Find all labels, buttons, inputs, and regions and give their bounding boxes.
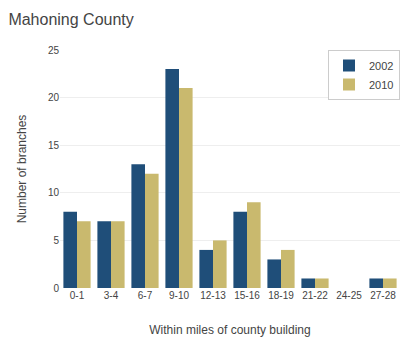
svg-text:3-4: 3-4 [104,290,119,301]
svg-text:20: 20 [48,92,60,103]
svg-text:10: 10 [48,187,60,198]
svg-text:18-19: 18-19 [268,290,294,301]
svg-text:27-28: 27-28 [370,290,396,301]
svg-text:24-25: 24-25 [336,290,362,301]
svg-text:5: 5 [53,235,59,246]
svg-text:12-13: 12-13 [200,290,226,301]
svg-text:25: 25 [48,45,60,56]
svg-text:2002: 2002 [369,60,393,72]
svg-text:Number of branches: Number of branches [15,115,29,224]
svg-text:9-10: 9-10 [169,290,189,301]
svg-text:6-7: 6-7 [138,290,153,301]
svg-text:15: 15 [48,140,60,151]
svg-text:Mahoning County: Mahoning County [8,11,133,28]
svg-text:0: 0 [53,283,59,294]
svg-text:15-16: 15-16 [234,290,260,301]
svg-text:0-1: 0-1 [70,290,85,301]
svg-text:21-22: 21-22 [302,290,328,301]
svg-text:Within miles of county buildin: Within miles of county building [149,323,310,337]
svg-text:2010: 2010 [369,79,393,91]
